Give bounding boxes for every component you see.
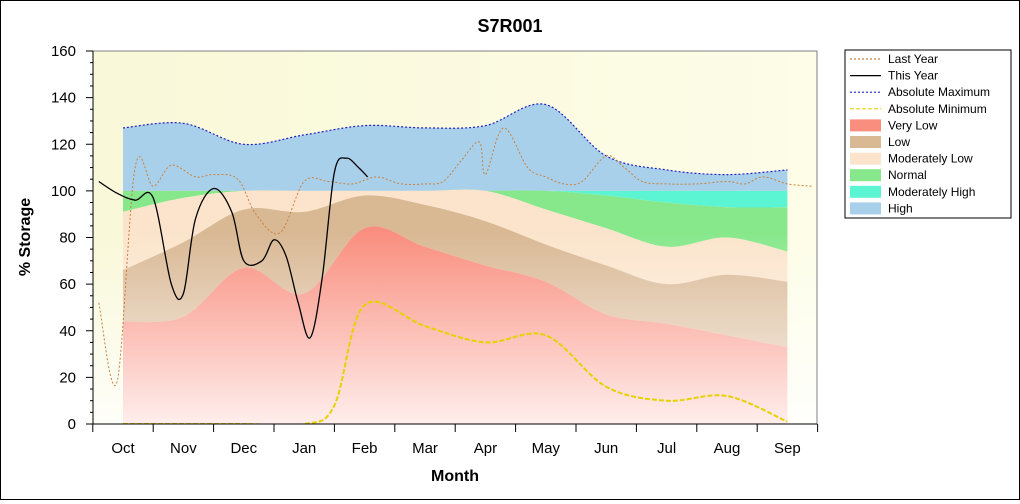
legend-label-high: High [888, 201, 913, 215]
y-axis-title: % Storage [17, 198, 34, 276]
line-last-year [98, 127, 812, 386]
line-absolute-minimum [123, 300, 788, 424]
legend-label-low: Low [888, 135, 910, 149]
band-normal [123, 189, 788, 252]
x-tick-label: Apr [474, 440, 497, 457]
x-tick-label: Sep [774, 440, 801, 457]
legend-label-last-year: Last Year [888, 52, 938, 66]
y-tick-label: 20 [59, 369, 76, 386]
y-tick-label: 120 [51, 136, 76, 153]
legend-swatch-moderately-low [850, 152, 881, 165]
bottom-fade [93, 231, 817, 424]
line-this-year [98, 157, 369, 339]
chart-title: S7R001 [477, 16, 542, 36]
x-tick-label: Jun [594, 440, 618, 457]
legend-label-moderately-low: Moderately Low [888, 152, 973, 166]
y-tick-label: 160 [51, 43, 76, 60]
y-tick-label: 140 [51, 90, 76, 107]
legend: Last Year This Year Absolute Maximum Absolu… [844, 49, 1012, 219]
legend-label-very-low: Very Low [888, 118, 938, 132]
legend-swatch-high [850, 202, 881, 215]
legend-label-this-year: This Year [888, 69, 938, 83]
y-tick-label: 80 [59, 230, 76, 247]
legend-swatch-low [850, 136, 881, 148]
x-tick-label: Mar [412, 440, 438, 457]
y-tick-label: 0 [68, 416, 76, 433]
x-tick-label: Oct [111, 440, 135, 457]
legend-label-normal: Normal [888, 168, 927, 182]
x-tick-label: Jan [292, 440, 316, 457]
x-tick-label: Jul [657, 440, 676, 457]
x-axis-title: Month [431, 468, 479, 485]
x-tick-label: May [532, 440, 561, 457]
y-tick-label: 40 [59, 323, 76, 340]
x-tick-label: Nov [170, 440, 197, 457]
band-high [123, 103, 788, 191]
y-axis: 0 20 40 60 80 100 120 140 160 [51, 43, 94, 433]
x-axis: Oct Nov Dec Jan Feb Mar Apr May Jun Jul Aug Sep [92, 423, 819, 457]
legend-swatch-very-low [850, 119, 881, 132]
x-tick-label: Aug [714, 440, 741, 457]
legend-label-absolute-minimum: Absolute Minimum [888, 102, 987, 116]
legend-swatch-moderately-high [850, 185, 881, 198]
series-lines [98, 103, 812, 424]
x-tick-label: Dec [230, 440, 257, 457]
band-moderately-high [123, 190, 788, 208]
line-absolute-maximum [122, 103, 788, 176]
legend-label-moderately-high: Moderately High [888, 185, 975, 199]
x-tick-label: Feb [352, 440, 378, 457]
legend-swatch-normal [850, 169, 881, 182]
y-tick-label: 60 [59, 276, 76, 293]
legend-label-absolute-maximum: Absolute Maximum [888, 85, 990, 99]
y-tick-label: 100 [51, 183, 76, 200]
